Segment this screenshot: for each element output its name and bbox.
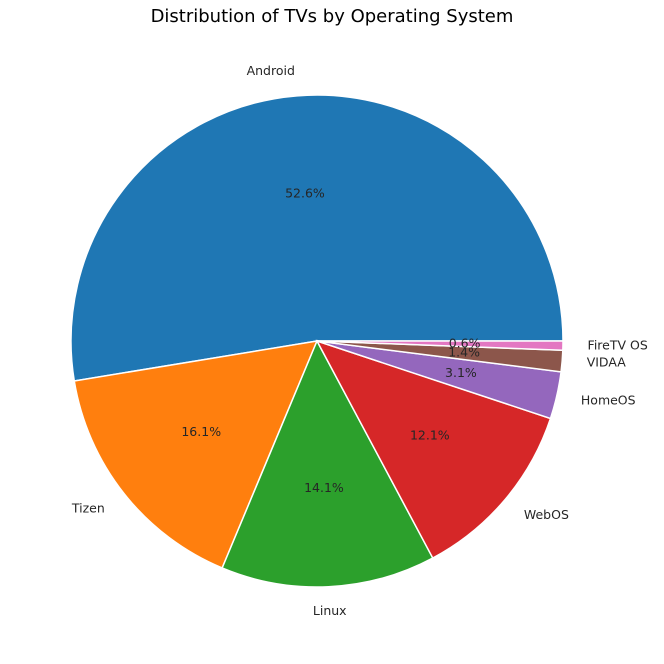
pie-slice-webos bbox=[315, 339, 552, 560]
slice-label: VIDAA bbox=[587, 355, 627, 370]
slice-label: WebOS bbox=[524, 507, 569, 522]
slice-percent-label: 52.6% bbox=[285, 185, 325, 200]
slice-label: FireTV OS bbox=[588, 338, 648, 353]
slice-label: Tizen bbox=[71, 500, 105, 515]
slice-percent-label: 1.4% bbox=[448, 345, 480, 360]
slice-percent-label: 14.1% bbox=[304, 480, 344, 495]
slice-percent-label: 12.1% bbox=[410, 428, 450, 443]
slice-label: Android bbox=[247, 63, 295, 78]
slice-label: HomeOS bbox=[581, 392, 636, 407]
slice-label: Linux bbox=[313, 603, 347, 618]
pie-slice-tizen bbox=[73, 340, 319, 569]
chart-title: Distribution of TVs by Operating System bbox=[150, 6, 514, 27]
slice-percent-label: 0.6% bbox=[449, 335, 481, 350]
pie-slice-linux bbox=[221, 339, 434, 588]
pie-slice-android bbox=[70, 94, 564, 382]
slice-percent-label: 16.1% bbox=[181, 424, 221, 439]
slice-percent-label: 3.1% bbox=[445, 365, 477, 380]
pie-slice-firetv-os bbox=[316, 340, 564, 352]
